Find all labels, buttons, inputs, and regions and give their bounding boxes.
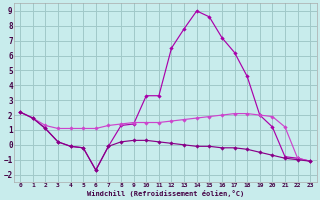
X-axis label: Windchill (Refroidissement éolien,°C): Windchill (Refroidissement éolien,°C) — [86, 190, 244, 197]
